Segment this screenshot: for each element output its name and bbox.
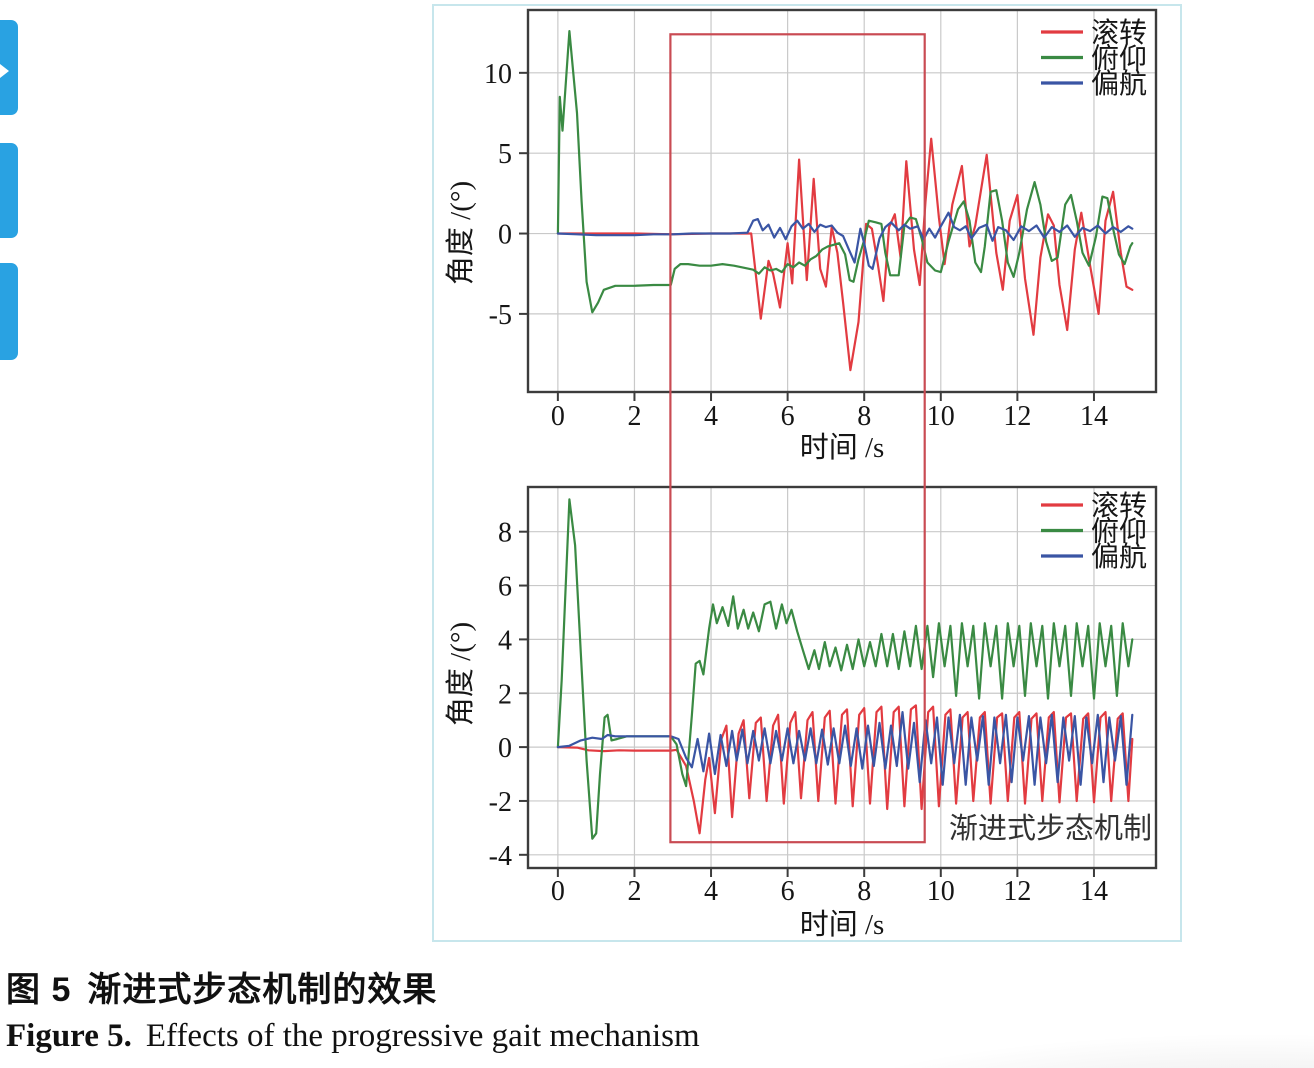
figure-caption-en: Figure 5. Effects of the progressive gait… bbox=[6, 1018, 700, 1055]
x-tick-label: 12 bbox=[1003, 401, 1031, 432]
x-tick-label: 12 bbox=[1003, 876, 1031, 907]
figure-caption-zh-text: 渐进式步态机制的效果 bbox=[87, 971, 438, 1009]
y-tick-label: 2 bbox=[498, 679, 512, 710]
sidebar-button-notch bbox=[0, 64, 9, 78]
plot-annotation-text: 渐进式步态机制 bbox=[949, 812, 1152, 845]
sidebar-button-3[interactable] bbox=[0, 263, 18, 360]
series-pitch bbox=[556, 30, 1134, 314]
legend-label: 滚转 bbox=[1091, 17, 1147, 49]
y-axis-label: 角度 /(°) bbox=[444, 181, 477, 285]
x-tick-label: 0 bbox=[551, 876, 565, 907]
grid bbox=[528, 487, 1156, 868]
legend-label: 偏航 bbox=[1091, 68, 1147, 100]
tick-marks bbox=[519, 71, 1095, 401]
y-tick-label: -2 bbox=[489, 787, 512, 818]
series-roll bbox=[556, 137, 1134, 372]
figure-caption-zh-label: 图 5 bbox=[6, 971, 72, 1009]
y-axis-label: 角度 /(°) bbox=[444, 622, 477, 726]
x-tick-label: 8 bbox=[857, 401, 871, 432]
y-tick-label: -4 bbox=[489, 841, 512, 872]
x-axis-label: 时间 /s bbox=[800, 431, 885, 464]
series-yaw bbox=[556, 211, 1134, 270]
legend-label: 滚转 bbox=[1091, 490, 1147, 522]
series-group bbox=[556, 30, 1134, 372]
x-tick-label: 4 bbox=[704, 401, 718, 432]
y-tick-label: 0 bbox=[498, 220, 512, 251]
x-axis-label: 时间 /s bbox=[800, 908, 885, 940]
legend-label: 俯仰 bbox=[1091, 43, 1147, 75]
sidebar-button-1[interactable] bbox=[0, 20, 18, 115]
plot-frame bbox=[526, 485, 1158, 870]
x-tick-label: 4 bbox=[704, 876, 718, 907]
y-tick-label: 4 bbox=[498, 625, 512, 656]
figure-panel: 0 2 4 6 8 10 12 14 -5 0 5 10 时间 /s 角度 /(°) 滚转 俯仰 偏航 0 2 4 6 8… bbox=[432, 4, 1182, 942]
grid bbox=[528, 10, 1156, 392]
y-tick-label: 5 bbox=[498, 139, 512, 170]
tick-marks bbox=[519, 530, 1095, 877]
series-yaw bbox=[556, 710, 1134, 786]
legend-label: 偏航 bbox=[1091, 541, 1147, 573]
sidebar-button-2[interactable] bbox=[0, 143, 18, 238]
figure-caption-en-label: Figure 5. bbox=[6, 1018, 132, 1054]
page-corner-shade bbox=[700, 996, 1314, 1068]
x-tick-label: 10 bbox=[927, 401, 955, 432]
x-tick-label: 2 bbox=[627, 876, 641, 907]
series-group bbox=[556, 498, 1134, 840]
x-tick-label: 8 bbox=[857, 876, 871, 907]
series-pitch bbox=[556, 498, 1134, 840]
x-tick-label: 14 bbox=[1080, 876, 1108, 907]
figure-caption-zh: 图 5 渐进式步态机制的效果 bbox=[6, 962, 437, 1011]
x-tick-label: 0 bbox=[551, 401, 565, 432]
legend-label: 俯仰 bbox=[1091, 516, 1147, 548]
x-tick-label: 6 bbox=[781, 401, 795, 432]
figure-caption-en-text: Effects of the progressive gait mechanis… bbox=[145, 1018, 700, 1054]
highlight-box bbox=[669, 33, 926, 844]
y-tick-label: 8 bbox=[498, 518, 512, 549]
x-tick-label: 14 bbox=[1080, 401, 1108, 432]
y-tick-label: 10 bbox=[484, 59, 512, 90]
y-tick-label: -5 bbox=[489, 300, 512, 331]
y-tick-label: 0 bbox=[498, 733, 512, 764]
plot-frame bbox=[526, 8, 1158, 394]
x-tick-label: 6 bbox=[781, 876, 795, 907]
x-tick-label: 10 bbox=[927, 876, 955, 907]
x-tick-label: 2 bbox=[627, 401, 641, 432]
y-tick-label: 6 bbox=[498, 572, 512, 603]
